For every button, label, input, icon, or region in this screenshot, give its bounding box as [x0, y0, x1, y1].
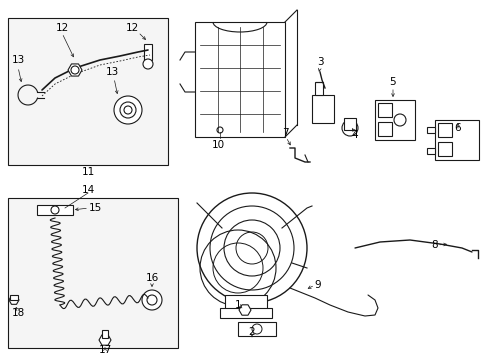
Bar [377, 103, 391, 117]
Circle shape [71, 66, 79, 74]
Bar [238, 322, 275, 336]
Text: 8: 8 [431, 240, 437, 250]
Circle shape [142, 59, 153, 69]
Text: 14: 14 [81, 185, 95, 195]
Bar [311, 95, 333, 123]
Bar [437, 142, 451, 156]
Circle shape [393, 114, 405, 126]
Text: 4: 4 [351, 130, 358, 140]
Bar [8, 18, 168, 165]
Circle shape [124, 106, 132, 114]
Bar [220, 308, 271, 318]
Bar [426, 148, 434, 154]
Circle shape [120, 102, 136, 118]
Bar [37, 205, 73, 215]
Text: 9: 9 [314, 280, 321, 290]
Circle shape [224, 220, 280, 276]
Text: 12: 12 [55, 23, 68, 33]
Bar [343, 118, 355, 130]
Circle shape [251, 324, 262, 334]
Text: 12: 12 [125, 23, 138, 33]
Circle shape [142, 290, 162, 310]
Text: 13: 13 [105, 67, 119, 77]
Text: 5: 5 [389, 77, 395, 87]
Bar [143, 44, 152, 60]
Text: 17: 17 [98, 345, 111, 355]
Text: 13: 13 [11, 55, 24, 65]
Text: 18: 18 [11, 308, 24, 318]
Circle shape [217, 127, 223, 133]
Circle shape [341, 120, 357, 136]
Bar [195, 22, 285, 137]
Bar [374, 100, 414, 140]
Bar [10, 295, 18, 300]
Bar [102, 330, 108, 338]
Bar [426, 127, 434, 133]
Text: 2: 2 [248, 327, 255, 337]
Bar [8, 198, 178, 348]
Circle shape [236, 232, 267, 264]
Circle shape [197, 193, 306, 303]
Bar [437, 123, 451, 137]
Text: 11: 11 [81, 167, 95, 177]
Circle shape [114, 96, 142, 124]
Circle shape [51, 206, 59, 214]
Bar [434, 120, 478, 160]
Bar [377, 122, 391, 136]
Text: 6: 6 [454, 123, 460, 133]
Circle shape [147, 295, 157, 305]
Circle shape [209, 206, 293, 290]
Text: 16: 16 [145, 273, 158, 283]
Text: 15: 15 [88, 203, 102, 213]
Text: 7: 7 [281, 128, 288, 138]
Bar [224, 295, 266, 310]
Text: 10: 10 [211, 140, 224, 150]
Text: 3: 3 [316, 57, 323, 67]
Text: 1: 1 [234, 300, 241, 310]
Bar [314, 82, 323, 95]
